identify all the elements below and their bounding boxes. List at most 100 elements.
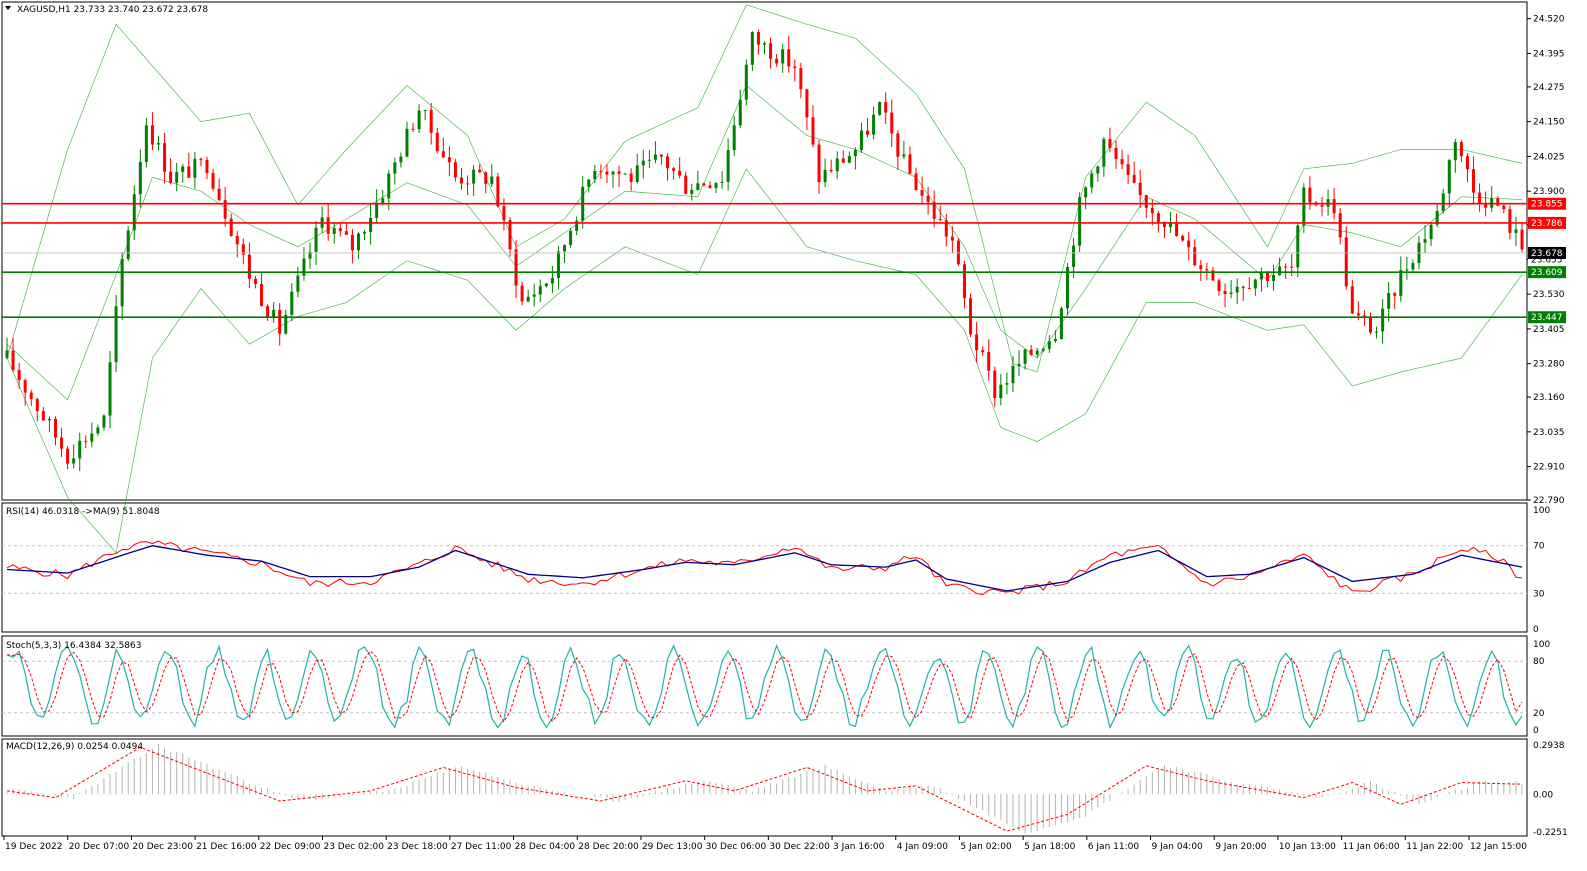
candle-body xyxy=(423,110,427,112)
candle-body xyxy=(1350,286,1354,314)
resistance-tag-2-bg xyxy=(1528,216,1566,229)
stoch-axis-label: 20 xyxy=(1533,709,1545,719)
time-tick-label: 6 Jan 11:00 xyxy=(1088,842,1140,852)
candle xyxy=(1429,222,1433,246)
candle-body xyxy=(169,171,173,183)
rsi-axis-label: 100 xyxy=(1533,506,1550,516)
candle-body xyxy=(1223,290,1227,294)
candle-body xyxy=(999,384,1003,399)
candle-body xyxy=(1102,139,1106,167)
candle-body xyxy=(666,156,670,169)
candle xyxy=(587,179,591,193)
collapse-triangle-icon[interactable] xyxy=(5,6,11,10)
price-pane[interactable] xyxy=(2,4,1527,554)
candle-body xyxy=(460,177,463,184)
candle-body xyxy=(799,68,803,90)
candle-body xyxy=(490,176,494,184)
candle xyxy=(1235,278,1239,304)
candle xyxy=(1175,213,1179,237)
candle-body xyxy=(472,169,476,184)
candle xyxy=(708,181,712,189)
candle-body xyxy=(447,157,451,163)
candle-body xyxy=(1472,169,1476,193)
time-tick-label: 12 Jan 15:00 xyxy=(1470,842,1527,852)
candle-body xyxy=(344,231,348,235)
candle xyxy=(1029,344,1033,357)
candle xyxy=(896,130,900,170)
candle-body xyxy=(1120,159,1124,165)
time-tick-label: 5 Jan 02:00 xyxy=(960,842,1012,852)
candle xyxy=(1302,183,1306,233)
resistance-tag-1-bg xyxy=(1528,197,1566,210)
candle xyxy=(702,182,706,187)
candle-body xyxy=(187,166,191,178)
rsi-ma-line xyxy=(6,545,1523,592)
macd-pane[interactable] xyxy=(6,743,1523,834)
candle xyxy=(672,166,676,180)
candle xyxy=(5,337,9,360)
time-tick-label: 27 Dec 11:00 xyxy=(451,842,512,852)
bollinger-middle xyxy=(6,84,1523,401)
candle xyxy=(35,397,39,422)
stochastic-pane[interactable] xyxy=(2,644,1527,730)
candle xyxy=(696,170,700,191)
candle-body xyxy=(108,362,112,416)
time-tick-label: 30 Dec 06:00 xyxy=(706,842,767,852)
candle xyxy=(993,366,997,408)
candle xyxy=(1441,188,1445,214)
candle xyxy=(720,171,724,189)
candle xyxy=(217,178,221,202)
candle-body xyxy=(1066,266,1069,309)
candle xyxy=(441,137,445,159)
rsi-pane[interactable] xyxy=(2,540,1527,596)
candle-body xyxy=(714,182,718,188)
candle-body xyxy=(993,370,997,399)
candle xyxy=(1223,283,1227,308)
candle-body xyxy=(72,458,76,464)
candle-body xyxy=(962,264,966,299)
candle xyxy=(520,281,524,306)
stoch-label: Stoch(5,3,3) 16.4384 32.5863 xyxy=(6,641,141,651)
candle-body xyxy=(1084,187,1088,198)
time-tick-label: 20 Dec 07:00 xyxy=(69,842,130,852)
candle xyxy=(169,158,173,185)
candle-body xyxy=(926,195,930,203)
candle-body xyxy=(1108,139,1112,148)
candle xyxy=(1132,161,1136,184)
candle xyxy=(150,112,154,151)
candle xyxy=(1520,222,1524,253)
candle xyxy=(1284,263,1288,279)
candle-body xyxy=(369,218,373,232)
price-tick-label: 24.150 xyxy=(1533,118,1565,128)
symbol-label: XAGUSD,H1 23.733 23.740 23.672 23.678 xyxy=(17,5,208,15)
candle xyxy=(1241,285,1245,301)
candle xyxy=(472,164,476,196)
candle-body xyxy=(763,43,766,45)
candle-body xyxy=(1423,239,1427,243)
candle xyxy=(805,88,809,131)
candle xyxy=(1017,350,1021,377)
candle xyxy=(344,221,348,235)
candle xyxy=(550,265,554,294)
candle-body xyxy=(326,217,330,234)
candle-body xyxy=(1187,240,1191,248)
candle xyxy=(290,283,294,322)
candle-body xyxy=(902,154,906,157)
candle xyxy=(478,164,482,173)
candle-body xyxy=(1290,266,1294,268)
candle xyxy=(859,122,863,153)
candle xyxy=(653,141,657,164)
candle xyxy=(138,149,142,208)
candle-body xyxy=(96,427,100,434)
candle-body xyxy=(914,173,918,191)
candle xyxy=(1447,158,1451,207)
candle-body xyxy=(266,306,270,318)
candle-body xyxy=(466,183,470,185)
rsi-label: RSI(14) 46.0318 ->MA(9) 51.8048 xyxy=(6,507,160,517)
candle-body xyxy=(1126,164,1130,175)
time-tick-label: 9 Jan 20:00 xyxy=(1215,842,1267,852)
candle-body xyxy=(1326,199,1330,207)
candle-body xyxy=(563,244,567,252)
